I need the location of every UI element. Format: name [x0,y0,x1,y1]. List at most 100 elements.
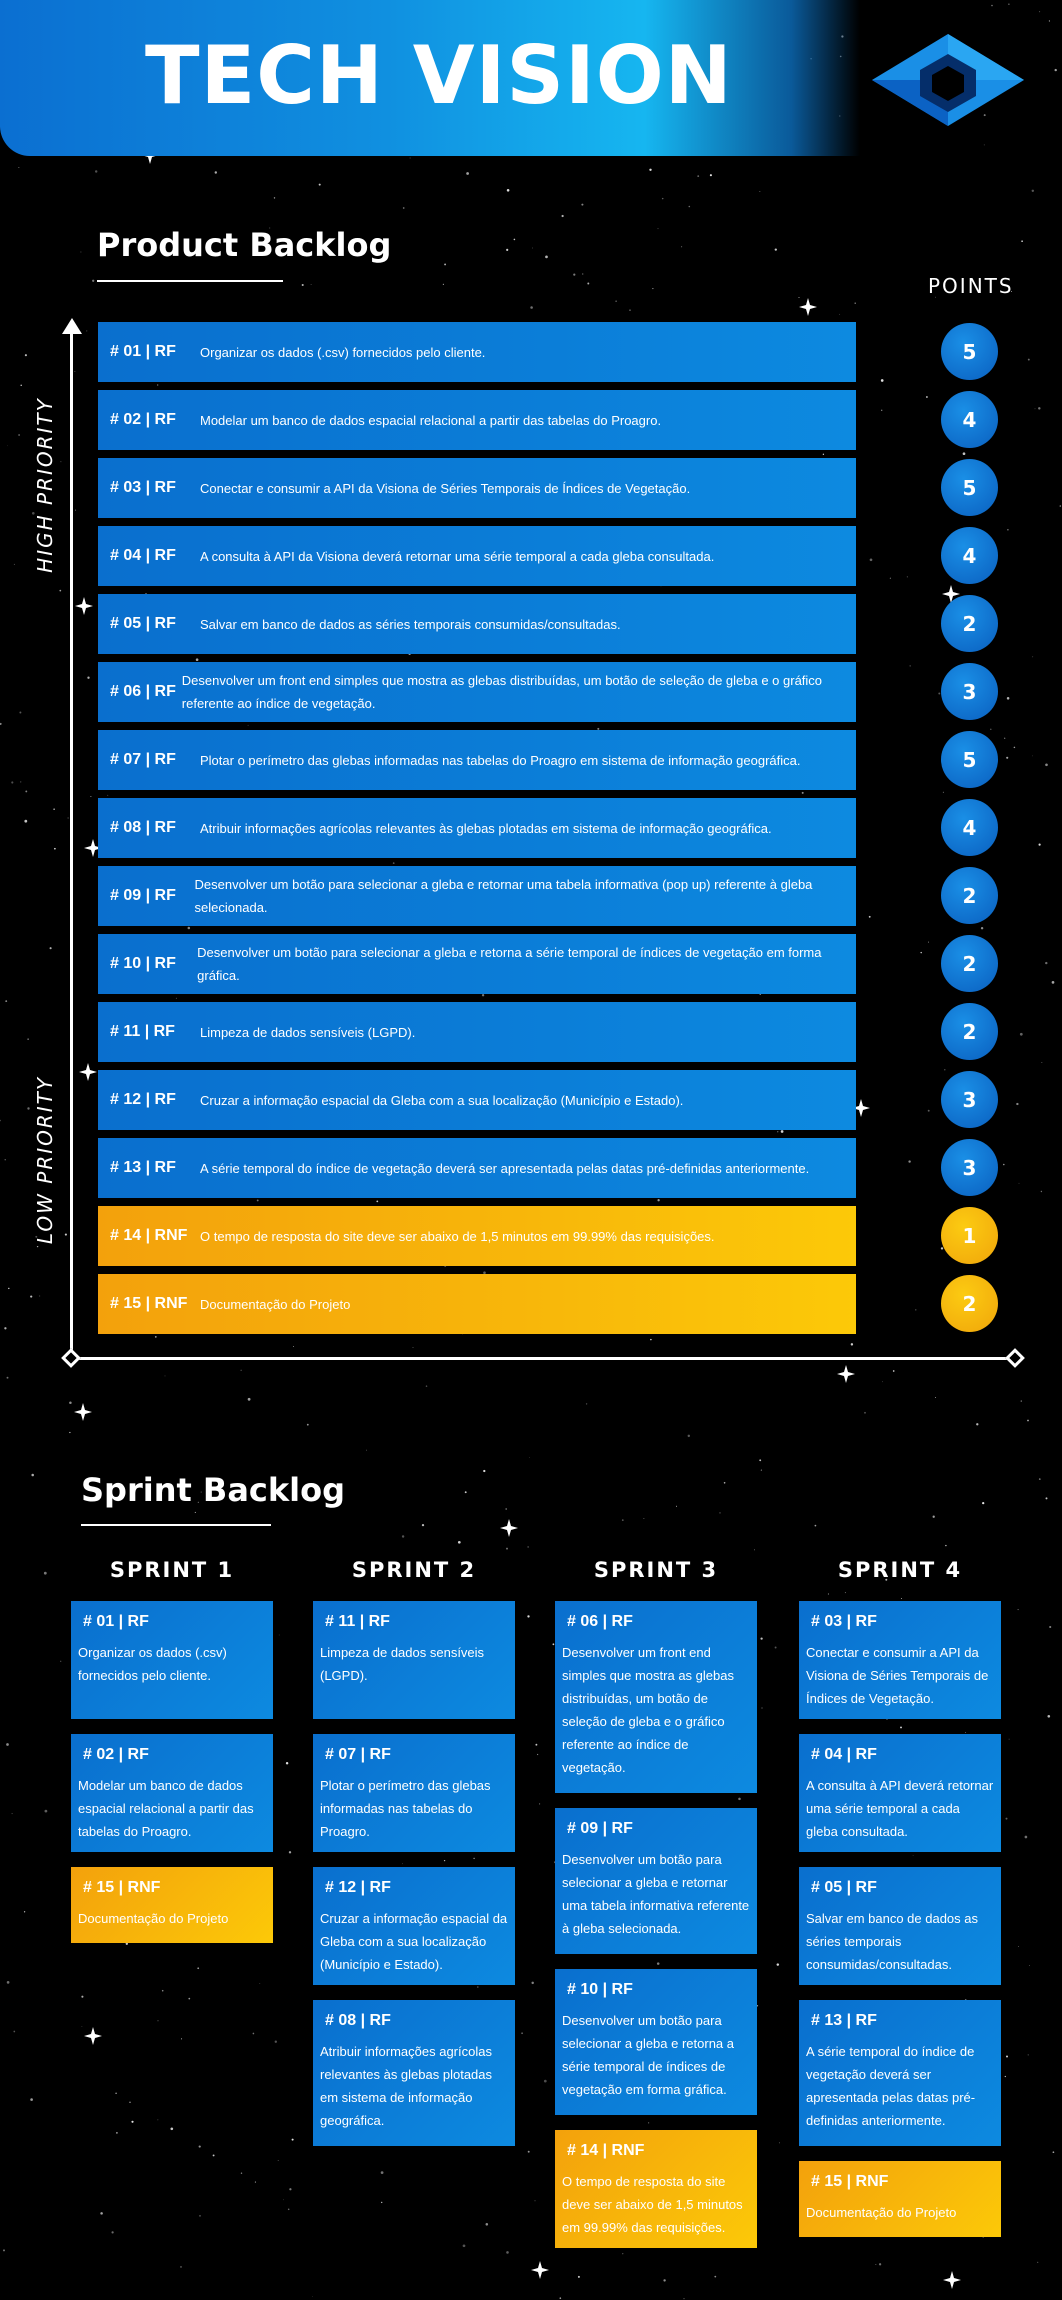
sprint-header: SPRINT 2 [351,1558,477,1582]
backlog-item-id: # 11 | RF [110,1023,175,1040]
backlog-item-id: # 02 | RF [110,411,176,428]
story-points-badge: 2 [941,595,998,652]
sprint-card-id: # 07 | RF [325,1746,391,1763]
backlog-item-description: Documentação do Projeto [200,1296,351,1312]
backlog-item-description: Desenvolver um front end simples que mos… [181,673,823,711]
story-points-badge: 5 [941,459,998,516]
sprint-card-description: Documentação do Projeto [78,1911,229,1926]
backlog-item-id: # 05 | RF [110,615,176,632]
backlog-item-description: Modelar um banco de dados espacial relac… [200,412,662,428]
sprint-card-description: Plotar o perímetro das glebas informadas… [320,1778,491,1839]
sprint-card-description: Desenvolver um botão para selecionar a g… [562,1852,750,1936]
backlog-item-row: # 15 | RNF Documentação do Projeto [98,1274,856,1334]
backlog-item-row: # 12 | RF Cruzar a informação espacial da… [98,1070,856,1130]
backlog-item-id: # 10 | RF [110,955,176,972]
sprint-backlog-title: Sprint Backlog [81,1471,346,1509]
sprint-card: # 07 | RF Plotar o perímetro das glebas i… [313,1734,515,1852]
backlog-item-row: # 08 | RF Atribuir informações agrícolas … [98,798,856,858]
backlog-item-row: # 13 | RF A série temporal do índice de v… [98,1138,856,1198]
sprint-card-description: Desenvolver um botão para selecionar a g… [562,2013,735,2097]
backlog-item-id: # 13 | RF [110,1159,176,1176]
sprint-card: # 01 | RF Organizar os dados (.csv) forne… [71,1601,273,1719]
backlog-item-description: Conectar e consumir a API da Visiona de … [200,480,691,496]
sprint-card: # 13 | RF A série temporal do índice de v… [799,2000,1001,2146]
app-title: TECH VISION [145,29,733,122]
sprint-card-id: # 02 | RF [83,1746,149,1763]
high-priority-label: HIGH PRIORITY [33,397,57,573]
sprint-card: # 06 | RF Desenvolver um front end simple… [555,1601,757,1793]
backlog-item-id: # 15 | RNF [110,1295,188,1312]
sprint-card-description: A consulta à API deverá retornar uma sér… [806,1778,994,1839]
sprint-card: # 15 | RNF Documentação do Projeto [799,2161,1001,2237]
backlog-item-row: # 04 | RF A consulta à API da Visiona dev… [98,526,856,586]
backlog-item-description: A série temporal do índice de vegetação … [200,1160,810,1176]
product-backlog-underline [97,280,283,282]
backlog-item-row: # 03 | RF Conectar e consumir a API da Vi… [98,458,856,518]
backlog-item-row: # 10 | RF Desenvolver um botão para selec… [98,934,856,994]
sprint-card-description: Conectar e consumir a API da Visiona de … [806,1645,989,1706]
sprint-card-description: A série temporal do índice de vegetação … [806,2044,976,2128]
sprint-card-description: Desenvolver um front end simples que mos… [562,1645,734,1775]
sprint-card: # 15 | RNF Documentação do Projeto [71,1867,273,1943]
backlog-item-row: # 02 | RF Modelar um banco de dados espac… [98,390,856,450]
priority-axis-vertical [70,330,73,1360]
sprint-card-id: # 13 | RF [811,2012,877,2029]
backlog-item-row: # 01 | RF Organizar os dados (.csv) forne… [98,322,856,382]
story-points-badge: 3 [941,663,998,720]
story-points-badge: 4 [941,799,998,856]
story-points-badge: 2 [941,1003,998,1060]
backlog-item-id: # 08 | RF [110,819,176,836]
sprint-header: SPRINT 1 [109,1558,235,1582]
sprint-card-id: # 06 | RF [567,1613,633,1630]
backlog-item-description: O tempo de resposta do site deve ser aba… [200,1228,715,1244]
hexagon-cube-logo-icon [872,34,1024,126]
backlog-item-id: # 07 | RF [110,751,176,768]
backlog-item-row: # 11 | RF Limpeza de dados sensíveis (LGP… [98,1002,856,1062]
sprint-card-description: Atribuir informações agrícolas relevante… [320,2044,493,2128]
sprint-card-id: # 01 | RF [83,1613,149,1630]
backlog-item-description: Salvar em banco de dados as séries tempo… [200,616,621,632]
sprint-card-id: # 12 | RF [325,1879,391,1896]
sprint-card: # 05 | RF Salvar em banco de dados as sér… [799,1867,1001,1985]
sprint-card-description: Salvar em banco de dados as séries tempo… [806,1911,978,1972]
sprint-card-id: # 15 | RNF [83,1879,161,1896]
story-points-badge: 2 [941,935,998,992]
story-points-badge: 3 [941,1071,998,1128]
sprint-card-description: Modelar um banco de dados espacial relac… [78,1778,254,1839]
sprint-card: # 08 | RF Atribuir informações agrícolas … [313,2000,515,2146]
sprint-card-id: # 09 | RF [567,1820,633,1837]
header-banner [0,0,860,156]
sprint-header: SPRINT 4 [837,1558,963,1582]
sprint-card-id: # 10 | RF [567,1981,633,1998]
sprint-card-id: # 04 | RF [811,1746,877,1763]
story-points-badge: 5 [941,323,998,380]
backlog-item-row: # 05 | RF Salvar em banco de dados as sér… [98,594,856,654]
sprint-card-description: Limpeza de dados sensíveis (LGPD). [320,1645,485,1683]
sprint-card-id: # 15 | RNF [811,2173,889,2190]
story-points-badge: 4 [941,391,998,448]
sprint-card-id: # 08 | RF [325,2012,391,2029]
backlog-item-row: # 06 | RF Desenvolver um front end simple… [98,662,856,722]
backlog-item-id: # 14 | RNF [110,1227,188,1244]
sprint-header: SPRINT 3 [593,1558,719,1582]
backlog-item-description: Desenvolver um botão para selecionar a g… [194,877,813,915]
backlog-item-id: # 06 | RF [110,683,176,700]
sprint-card-id: # 05 | RF [811,1879,877,1896]
backlog-item-description: A consulta à API da Visiona deverá retor… [200,548,715,564]
priority-axis-horizontal [70,1357,1016,1360]
backlog-item-description: Cruzar a informação espacial da Gleba co… [200,1092,684,1108]
backlog-item-row: # 14 | RNF O tempo de resposta do site de… [98,1206,856,1266]
sprint-card: # 14 | RNF O tempo de resposta do site de… [555,2130,757,2248]
backlog-item-description: Plotar o perímetro das glebas informadas… [200,752,801,768]
backlog-item-description: Limpeza de dados sensíveis (LGPD). [200,1024,416,1040]
sprint-card-description: Organizar os dados (.csv) fornecidos pel… [78,1645,227,1683]
story-points-badge: 3 [941,1139,998,1196]
backlog-item-row: # 09 | RF Desenvolver um botão para selec… [98,866,856,926]
backlog-item-id: # 03 | RF [110,479,176,496]
backlog-item-id: # 09 | RF [110,887,176,904]
sprint-card: # 03 | RF Conectar e consumir a API da Vi… [799,1601,1001,1719]
story-points-badge: 1 [941,1207,998,1264]
story-points-badge: 2 [941,867,998,924]
low-priority-label: LOW PRIORITY [33,1075,57,1245]
sprint-card: # 12 | RF Cruzar a informação espacial da… [313,1867,515,1985]
